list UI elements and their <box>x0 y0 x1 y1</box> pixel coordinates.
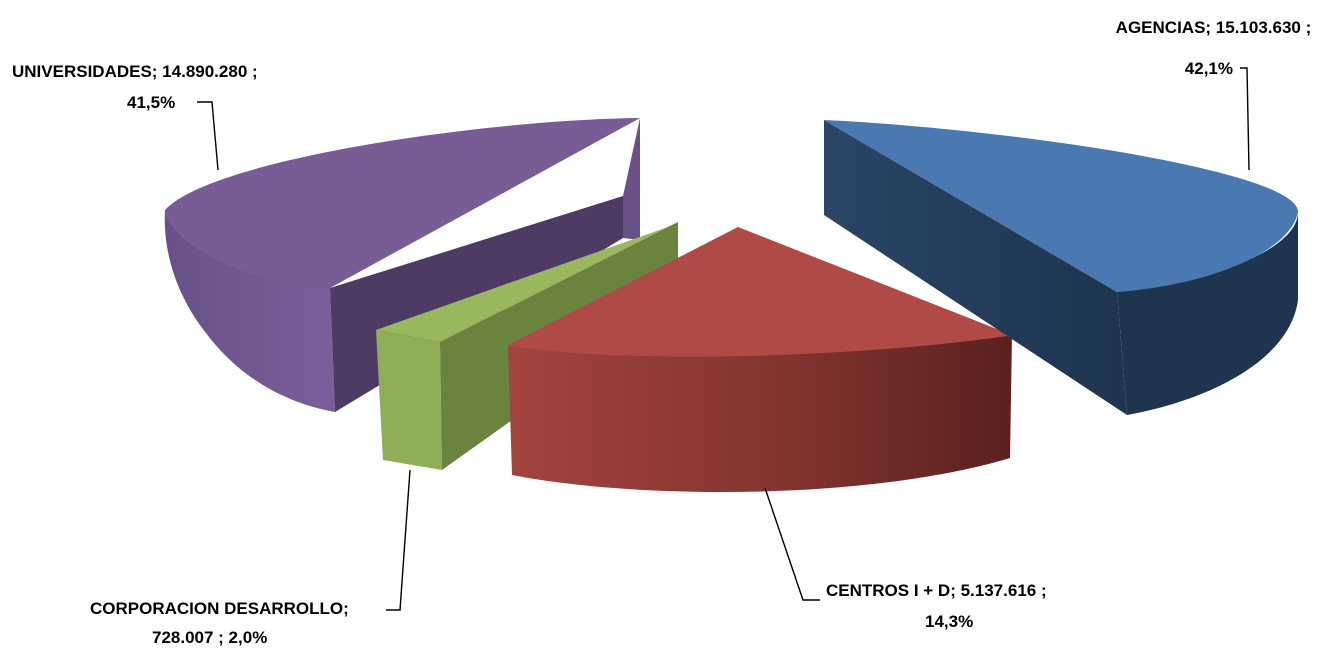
label-universidades: UNIVERSIDADES; 14.890.280 ; 41,5% <box>12 62 262 112</box>
slice-universidades-end-face <box>623 118 640 240</box>
label-agencias-line2: 42,1% <box>1185 59 1233 78</box>
leader-corporacion <box>386 469 411 611</box>
leader-centros <box>764 487 820 601</box>
slice-centros-id <box>508 227 1012 493</box>
label-corporacion: CORPORACION DESARROLLO; 728.007 ; 2,0% <box>90 599 354 647</box>
slice-centros-side <box>508 335 1012 493</box>
leader-agencias <box>1240 67 1250 171</box>
label-corporacion-line1: CORPORACION DESARROLLO; <box>90 599 349 618</box>
label-centros-line2: 14,3% <box>925 612 973 631</box>
slice-universidades-side <box>164 210 335 412</box>
slice-corporacion-top <box>376 222 678 342</box>
label-corporacion-line2: 728.007 ; 2,0% <box>152 628 267 647</box>
slice-agencias-top <box>824 120 1298 292</box>
label-universidades-line1: UNIVERSIDADES; 14.890.280 ; <box>12 62 258 81</box>
label-centros-line1: CENTROS I + D; 5.137.616 ; <box>826 581 1047 600</box>
slice-agencias <box>824 120 1298 415</box>
slice-agencias-inner-face <box>824 120 1127 415</box>
slice-agencias-side <box>1117 212 1298 415</box>
label-universidades-line2: 41,5% <box>127 93 175 112</box>
label-centros: CENTROS I + D; 5.137.616 ; 14,3% <box>826 581 1051 631</box>
slice-corporacion-side <box>376 330 442 470</box>
leader-universidades <box>197 101 219 171</box>
slice-universidades-top <box>165 118 640 288</box>
slice-centros-top <box>508 227 1012 357</box>
label-agencias: AGENCIAS; 15.103.630 ; 42,1% <box>1116 18 1316 78</box>
label-agencias-line1: AGENCIAS; 15.103.630 ; <box>1116 18 1312 37</box>
